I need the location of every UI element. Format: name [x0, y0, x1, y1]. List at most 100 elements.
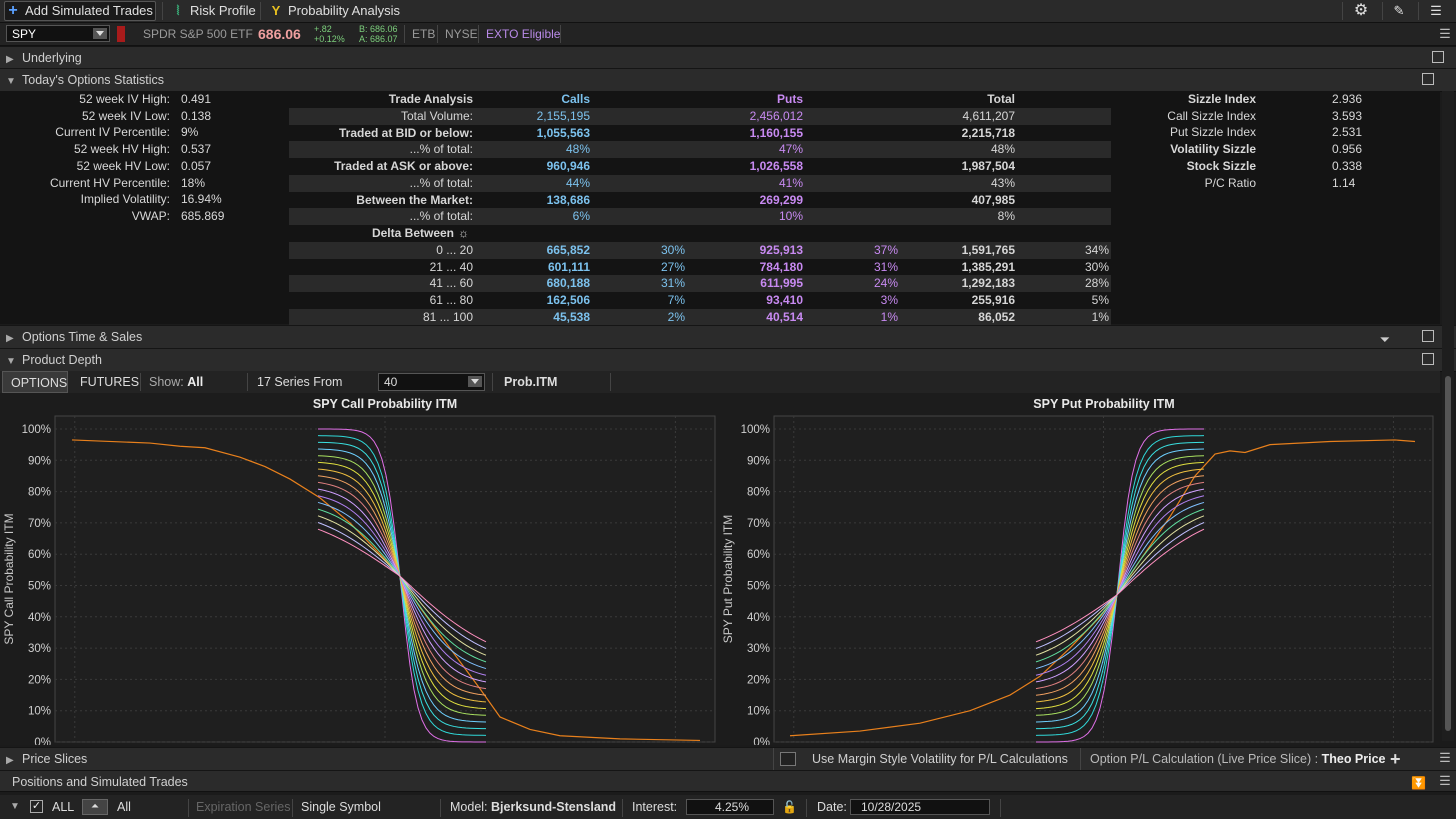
scrollbar[interactable] — [1442, 91, 1454, 741]
menu-icon[interactable]: ☰ — [1439, 750, 1451, 765]
add-simulated-trades-button[interactable]: + Add Simulated Trades — [4, 1, 156, 21]
cell-calls: 6% — [572, 209, 590, 224]
table-row: Total Volume: 2,155,195 2,456,012 4,611,207 — [289, 107, 1111, 125]
cell-puts: 47% — [778, 142, 803, 157]
y-tick-label: 30% — [747, 643, 770, 655]
symbol-input[interactable]: SPY — [6, 25, 110, 42]
sizzle-value: 0.338 — [1332, 158, 1363, 173]
sizzle-row: Volatility Sizzle 0.956 — [1112, 141, 1440, 158]
risk-profile-button[interactable]: ⦚ Risk Profile — [170, 0, 256, 22]
filter-dropdown[interactable]: All — [117, 800, 131, 814]
probability-analysis-button[interactable]: Y Probability Analysis — [268, 0, 400, 22]
gear-icon[interactable]: ⚙ — [1353, 2, 1369, 19]
cell-calls_pct: 2% — [667, 309, 685, 324]
top-toolbar: + Add Simulated Trades ⦚ Risk Profile Y Pro… — [0, 0, 1456, 23]
table-row: Traded at BID or below: 1,055,563 1,160,15… — [289, 125, 1111, 142]
all-label: ALL — [52, 800, 75, 814]
cell-puts: 40,514 — [766, 309, 803, 324]
cell-puts: 1,026,558 — [749, 159, 803, 173]
cell-label: Traded at ASK or above: — [334, 159, 473, 173]
date-field[interactable]: 10/28/2025 — [850, 799, 990, 815]
cell-calls: 680,188 — [546, 276, 590, 291]
menu-icon[interactable]: ☰ — [1439, 26, 1451, 41]
stat-row: VWAP: 685.869 — [0, 208, 286, 225]
popout-icon[interactable] — [1422, 353, 1434, 365]
margin-volatility-checkbox[interactable] — [780, 752, 796, 766]
series-line — [71, 439, 701, 742]
filter-icon[interactable]: ⏷ — [1379, 332, 1390, 347]
pl-calc-label[interactable]: Option P/L Calculation (Live Price Slice… — [1090, 752, 1386, 766]
price-slices-header[interactable]: ▶ Price Slices Use Margin Style Volatilit… — [0, 747, 1456, 771]
symbol-description: SPDR S&P 500 ETF — [143, 27, 253, 41]
sizzle-label: P/C Ratio — [1204, 175, 1256, 190]
collapse-icon[interactable]: ⏬ — [1411, 776, 1426, 790]
popout-icon[interactable] — [1432, 51, 1444, 63]
select-all-checkbox[interactable]: ✓ — [30, 800, 43, 813]
product-depth-header[interactable]: ▼ Product Depth — [0, 348, 1456, 372]
call-chart-title: SPY Call Probability ITM — [312, 397, 458, 411]
symbol-bar: SPY SPDR S&P 500 ETF 686.06 +.82 +0.12% … — [0, 23, 1456, 46]
group-toggle-icon[interactable]: ⏶ — [82, 799, 108, 815]
stat-value: 16.94% — [181, 192, 222, 207]
delta-row: 41 ... 60 680,188 31% 611,995 24% 1,292,183 28… — [289, 275, 1111, 293]
cell-calls: 960,946 — [546, 159, 590, 173]
cell-calls: 2,155,195 — [536, 108, 590, 123]
stat-row: 52 week IV Low: 0.138 — [0, 108, 286, 125]
tab-futures[interactable]: FUTURES — [80, 375, 140, 389]
margin-volatility-label: Use Margin Style Volatility for P/L Calc… — [812, 752, 1068, 766]
chevron-right-icon: ▶ — [6, 54, 14, 65]
y-tick-label: 0% — [753, 737, 770, 745]
table-row: ...% of total: 44% 41% 43% — [289, 174, 1111, 192]
volatility-stats: 52 week IV High: 0.491 52 week IV Low: 0.13… — [0, 91, 286, 324]
popout-icon[interactable] — [1422, 330, 1434, 342]
menu-icon[interactable]: ☰ — [1439, 773, 1451, 788]
stat-label: Current IV Percentile: — [55, 125, 170, 140]
cell-puts: 611,995 — [760, 276, 803, 291]
interest-field[interactable]: 4.25% — [686, 799, 774, 815]
cell-calls: 601,111 — [547, 259, 590, 274]
gear-icon[interactable]: ☼ — [458, 226, 469, 240]
y-axis-label: SPY Put Probability ITM — [721, 515, 735, 644]
lock-icon[interactable]: 🔓 — [782, 800, 797, 814]
add-icon[interactable]: + — [1390, 749, 1401, 769]
cell-label: Between the Market: — [356, 192, 473, 207]
chevron-down-icon[interactable] — [468, 376, 482, 387]
y-tick-label: 10% — [28, 706, 51, 718]
cell-range: 81 ... 100 — [422, 309, 473, 324]
cell-total: 1,385,291 — [961, 259, 1015, 274]
series-selector[interactable]: 17 Series From 34 — [257, 375, 343, 411]
model-dropdown[interactable]: Model: Bjerksund-Stensland — [450, 800, 617, 814]
delta-row: 61 ... 80 162,506 7% 93,410 3% 255,916 5% — [289, 292, 1111, 309]
tab-options[interactable]: OPTIONS — [2, 371, 68, 393]
chevron-down-icon[interactable]: ▼ — [10, 801, 20, 812]
metric-selector[interactable]: Prob.ITM — [504, 375, 558, 389]
underlying-section-header[interactable]: ▶ Underlying — [0, 46, 1456, 70]
delta-between-header: Delta Between ☼ — [371, 226, 469, 240]
pin-icon[interactable]: ✎ — [1393, 3, 1405, 18]
todays-options-statistics-header[interactable]: ▼ Today's Options Statistics — [0, 68, 1456, 92]
chart-canvas: 0% 10% 20% 30% 40% 50% 60% 70% 80% 90% 100% SPY Cal… — [2, 415, 1434, 745]
stat-value: 0.491 — [181, 92, 212, 106]
cell-total: 4,611,207 — [962, 108, 1016, 123]
y-tick-label: 80% — [747, 487, 770, 499]
cell-total: 48% — [990, 142, 1015, 157]
options-time-sales-header[interactable]: ▶ Options Time & Sales ⏷ — [0, 325, 1456, 349]
single-symbol-dropdown[interactable]: Single Symbol — [301, 800, 381, 814]
y-tick-label: 0% — [34, 737, 51, 745]
show-filter[interactable]: Show: All — [149, 375, 204, 389]
stat-row: Current HV Percentile: 18% — [0, 175, 286, 192]
scrollbar-thumb[interactable] — [1445, 376, 1451, 731]
cell-range: 61 ... 80 — [429, 293, 473, 307]
menu-icon[interactable]: ☰ — [1430, 3, 1442, 18]
table-row: Traded at ASK or above: 960,946 1,026,558 1… — [289, 158, 1111, 175]
expiration-series-button[interactable]: Expiration Series — [196, 800, 291, 814]
strikes-dropdown[interactable]: 40 — [378, 373, 485, 391]
popout-icon[interactable] — [1422, 73, 1434, 85]
y-tick-label: 100% — [741, 424, 770, 436]
chevron-down-icon[interactable] — [93, 28, 107, 39]
positions-simulated-header[interactable]: Positions and Simulated Trades ⏬ ☰ — [0, 770, 1456, 792]
cell-range: 0 ... 20 — [436, 242, 473, 257]
stat-label: Current HV Percentile: — [49, 175, 170, 190]
y-tick-label: 50% — [747, 581, 770, 593]
plot-area — [54, 415, 716, 743]
